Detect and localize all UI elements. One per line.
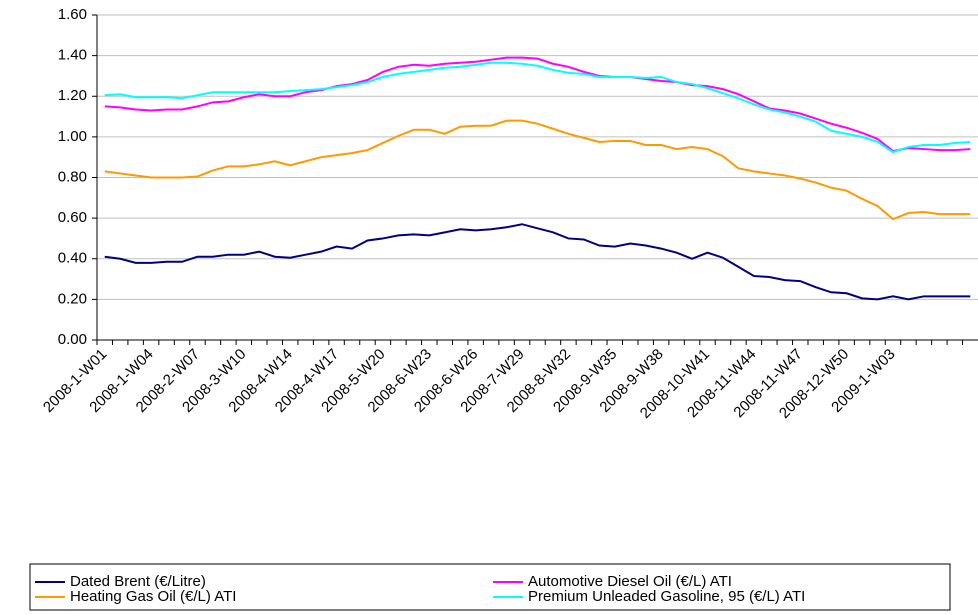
- legend-box: [29, 563, 951, 611]
- legend-label: Dated Brent (€/Litre): [70, 573, 206, 590]
- legend-label: Heating Gas Oil (€/L) ATI: [70, 588, 236, 605]
- y-tick-label: 0.60: [58, 209, 87, 226]
- series-line: [104, 61, 971, 154]
- y-tick-label: 1.20: [58, 87, 87, 104]
- y-tick-label: 1.60: [58, 6, 87, 23]
- y-tick-label: 0.20: [58, 290, 87, 307]
- legend-label: Automotive Diesel Oil (€/L) ATI: [528, 573, 732, 590]
- series-line: [104, 119, 971, 221]
- y-tick-label: 0.00: [58, 331, 87, 348]
- legend-label: Premium Unleaded Gasoline, 95 (€/L) ATI: [528, 588, 805, 605]
- y-tick-label: 0.40: [58, 250, 87, 267]
- y-tick-label: 1.40: [58, 47, 87, 64]
- y-tick-label: 1.00: [58, 128, 87, 145]
- series-line: [104, 223, 971, 301]
- series-line: [104, 56, 971, 153]
- y-tick-label: 0.80: [58, 168, 87, 185]
